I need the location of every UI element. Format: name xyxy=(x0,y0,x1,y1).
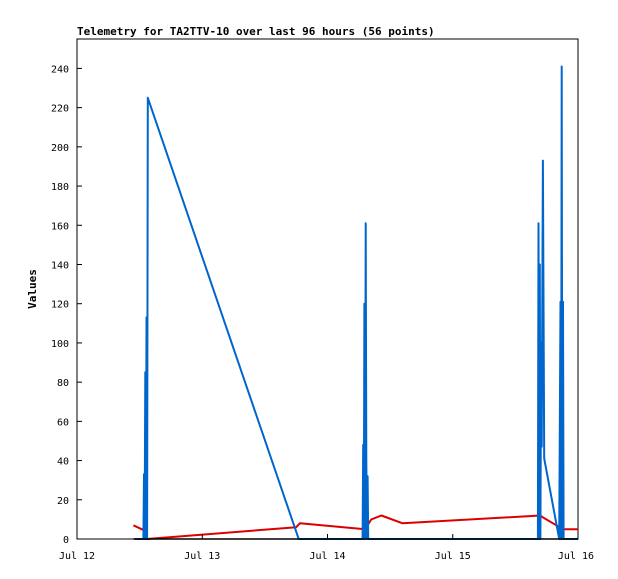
series-line-2 xyxy=(134,65,578,540)
y-tick-label: 180 xyxy=(51,182,69,193)
x-tick-label: Jul 12 xyxy=(59,551,95,562)
chart-title: Telemetry for TA2TTV-10 over last 96 hou… xyxy=(77,25,435,38)
x-tick-label: Jul 13 xyxy=(184,551,220,562)
y-tick-label: 40 xyxy=(57,457,69,468)
y-tick-label: 200 xyxy=(51,143,69,154)
y-tick-label: 240 xyxy=(51,64,69,75)
series-layer xyxy=(132,65,578,540)
y-tick-label: 220 xyxy=(51,104,69,115)
y-tick-label: 120 xyxy=(51,300,69,311)
y-tick-label: 20 xyxy=(57,496,69,507)
y-tick-label: 80 xyxy=(57,378,69,389)
y-tick-label: 0 xyxy=(63,535,69,546)
x-tick-label: Jul 14 xyxy=(309,551,345,562)
plot-area-frame xyxy=(76,38,579,540)
y-tick-label: 60 xyxy=(57,417,69,428)
x-axis: Jul 12 Jul 13 Jul 14 Jul 15 Jul 16 xyxy=(59,534,594,562)
y-tick-label: 140 xyxy=(51,260,69,271)
y-axis: 0 20 40 60 80 100 120 140 160 180 200 220 240 xyxy=(51,64,82,546)
x-tick-label: Jul 15 xyxy=(435,551,471,562)
y-tick-label: 160 xyxy=(51,221,69,232)
y-axis-label: Values xyxy=(26,269,39,309)
x-tick-label: Jul 16 xyxy=(558,551,594,562)
y-tick-label: 100 xyxy=(51,339,69,350)
